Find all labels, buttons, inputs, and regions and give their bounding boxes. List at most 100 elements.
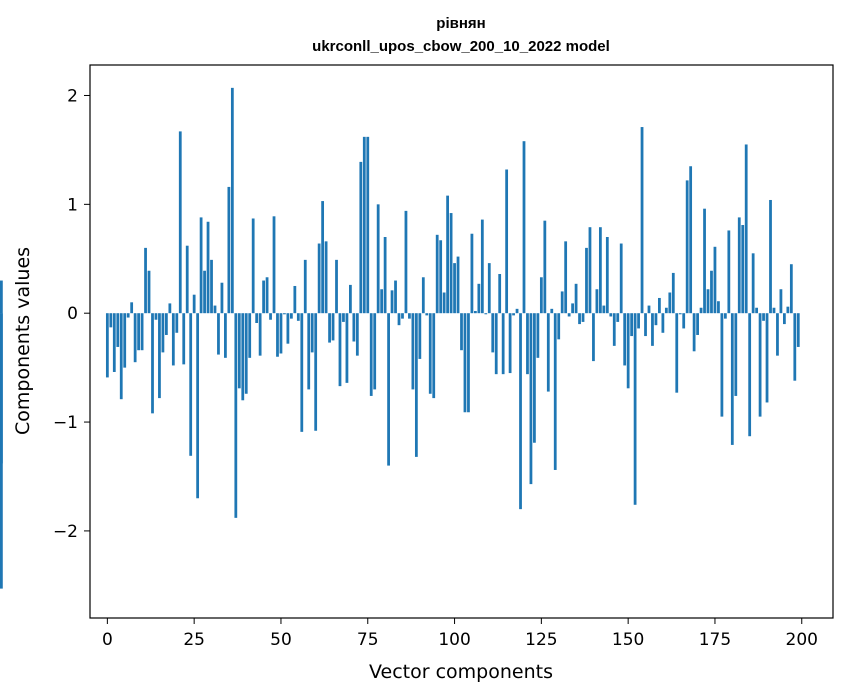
bar <box>470 233 474 314</box>
bar <box>435 234 439 314</box>
bar <box>112 313 116 372</box>
bar <box>321 201 325 314</box>
bar <box>248 313 252 358</box>
bar <box>373 313 377 390</box>
bar <box>737 217 741 314</box>
bar <box>647 305 651 314</box>
bar <box>286 313 290 344</box>
x-axis-label: Vector components <box>369 661 553 683</box>
bar <box>776 313 779 356</box>
bar <box>539 277 543 314</box>
bar <box>293 285 297 314</box>
bar <box>779 289 783 314</box>
bar <box>501 313 505 375</box>
bar <box>675 313 679 393</box>
bar <box>494 313 498 375</box>
bar <box>119 313 123 400</box>
x-tick-label: 0 <box>102 630 113 650</box>
bar <box>730 313 734 445</box>
bar <box>595 289 599 314</box>
bar <box>786 306 790 314</box>
bar <box>366 136 370 314</box>
bar <box>543 220 547 314</box>
bar <box>658 297 661 314</box>
bar <box>699 307 703 314</box>
bar <box>762 313 765 321</box>
bar <box>394 280 397 314</box>
bar <box>397 313 401 326</box>
bar <box>685 180 689 314</box>
bar <box>328 313 331 343</box>
bar <box>283 313 286 315</box>
bar <box>460 313 463 351</box>
bar <box>522 141 526 314</box>
bar <box>640 127 644 314</box>
y-tick-label: −2 <box>53 522 78 542</box>
bar <box>133 313 137 363</box>
y-tick-label: 2 <box>67 86 78 106</box>
bar <box>789 264 793 314</box>
bar <box>630 313 634 337</box>
bar <box>449 213 453 314</box>
bar <box>123 313 127 368</box>
bar <box>567 313 571 317</box>
bar <box>161 313 165 353</box>
bar <box>414 313 418 457</box>
bar <box>345 313 349 383</box>
bar <box>463 313 467 413</box>
bar <box>421 277 425 314</box>
bar <box>362 136 366 314</box>
x-tick-label: 150 <box>612 630 644 650</box>
bar <box>557 313 561 340</box>
bar <box>265 277 269 314</box>
bar <box>682 313 686 329</box>
bar <box>130 302 134 314</box>
bar <box>227 186 231 314</box>
bar <box>498 274 502 314</box>
bar <box>241 313 245 401</box>
bar <box>230 87 234 314</box>
bar <box>224 313 227 358</box>
bar <box>678 313 682 315</box>
bar <box>199 217 203 314</box>
bar <box>633 313 637 505</box>
bar <box>352 313 356 342</box>
y-tick-label: 1 <box>67 195 78 215</box>
y-tick-label: 0 <box>67 304 78 324</box>
bar <box>140 313 144 351</box>
bar <box>168 303 172 314</box>
bar <box>126 313 130 318</box>
bar <box>442 292 446 314</box>
bar <box>626 313 630 389</box>
bar <box>612 313 616 346</box>
bar <box>574 283 578 314</box>
bar <box>783 313 786 325</box>
bar <box>307 313 311 390</box>
bar <box>793 313 797 381</box>
bar <box>689 166 693 314</box>
bar <box>484 313 488 315</box>
bar <box>585 247 588 314</box>
bar <box>487 263 491 314</box>
bar <box>605 237 609 314</box>
bar <box>453 263 456 314</box>
bar <box>383 237 387 314</box>
bar <box>359 161 363 314</box>
bar <box>710 270 713 314</box>
bar <box>668 292 672 314</box>
bar <box>564 241 568 314</box>
bar <box>137 313 140 351</box>
bar <box>0 280 3 314</box>
bar <box>279 313 283 354</box>
chart-title-line2: ukrconll_upos_cbow_200_10_2022 model <box>312 38 610 55</box>
bar <box>255 313 259 323</box>
plot-frame <box>89 64 834 619</box>
x-tick-label: 125 <box>525 630 557 650</box>
bar <box>578 313 581 325</box>
x-tick-label: 75 <box>357 630 379 650</box>
bar <box>467 313 470 413</box>
bar <box>765 313 769 403</box>
bar <box>300 313 304 432</box>
bar <box>741 225 745 314</box>
bar <box>623 313 627 366</box>
